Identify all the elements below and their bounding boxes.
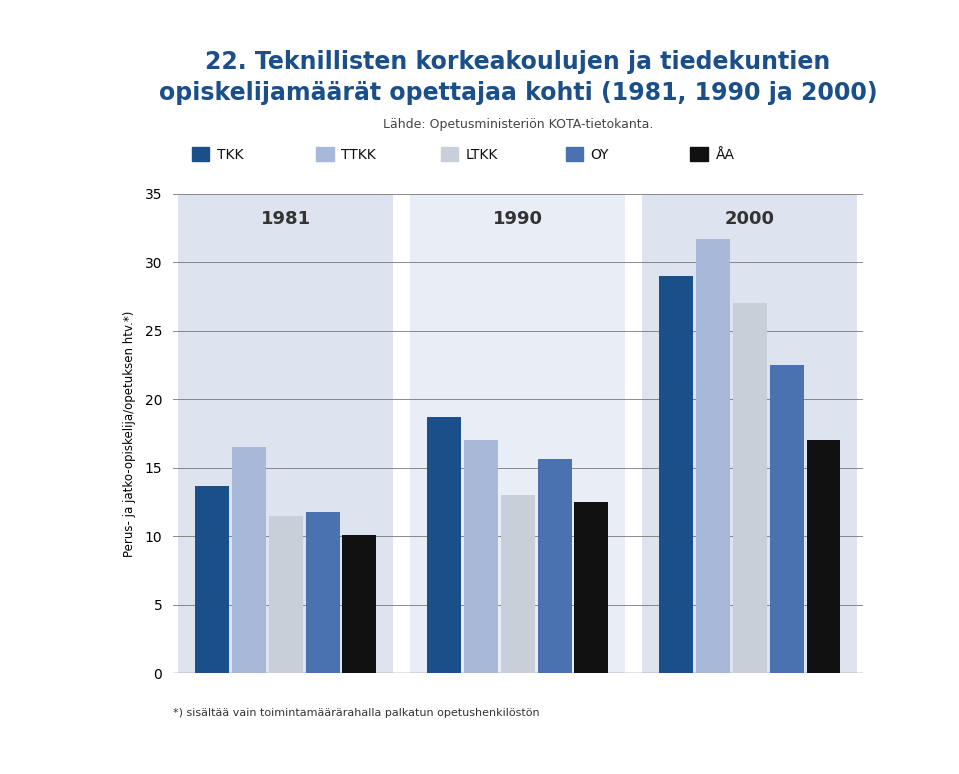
- Bar: [178, 194, 393, 673]
- Bar: [196, 485, 229, 673]
- Text: *) sisältää vain toimintamäärärahalla palkatun opetushenkilöstön: *) sisältää vain toimintamäärärahalla pa…: [173, 708, 539, 718]
- Bar: [538, 460, 572, 673]
- Bar: [464, 440, 498, 673]
- Bar: [410, 194, 625, 673]
- Bar: [770, 365, 804, 673]
- Text: ÅA: ÅA: [715, 148, 735, 162]
- Bar: [428, 417, 461, 673]
- Bar: [643, 194, 857, 673]
- Y-axis label: Perus- ja jatko-opiskelija/opetuksen htv.*): Perus- ja jatko-opiskelija/opetuksen htv…: [124, 310, 136, 557]
- Text: 1990: 1990: [493, 210, 543, 228]
- Text: TTKK: TTKK: [341, 148, 376, 162]
- Bar: [696, 238, 730, 673]
- Bar: [660, 276, 693, 673]
- Text: 22. Teknillisten korkeakoulujen ja tiedekuntien: 22. Teknillisten korkeakoulujen ja tiede…: [205, 50, 830, 74]
- Text: 2000: 2000: [725, 210, 775, 228]
- Bar: [342, 535, 376, 673]
- Text: TKK: TKK: [217, 148, 244, 162]
- Bar: [232, 447, 266, 673]
- Text: opiskelijamäärät opettajaa kohti (1981, 1990 ja 2000): opiskelijamäärät opettajaa kohti (1981, …: [158, 81, 877, 105]
- Bar: [306, 512, 339, 673]
- Text: 1981: 1981: [261, 210, 311, 228]
- Text: Lähde: Opetusministeriön KOTA-tietokanta.: Lähde: Opetusministeriön KOTA-tietokanta…: [383, 118, 653, 131]
- Text: OY: OY: [591, 148, 609, 162]
- Bar: [807, 440, 840, 673]
- Bar: [733, 303, 767, 673]
- Bar: [574, 502, 608, 673]
- Text: LTKK: LTKK: [466, 148, 499, 162]
- Bar: [269, 515, 303, 673]
- Bar: [501, 495, 535, 673]
